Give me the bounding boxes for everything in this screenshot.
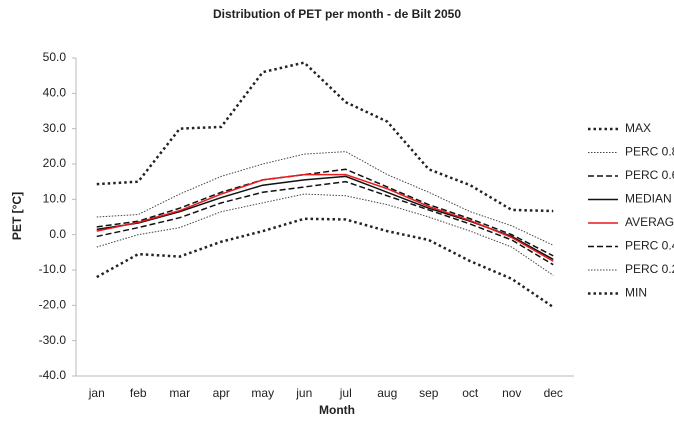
x-axis-label: Month xyxy=(319,403,355,417)
series-line xyxy=(96,193,554,276)
legend-label: PERC 0.4 xyxy=(625,239,674,253)
x-tick-label: dec xyxy=(544,386,563,400)
x-tick-label: sep xyxy=(419,386,439,400)
x-tick-label: jan xyxy=(88,386,105,400)
series-line xyxy=(96,175,554,261)
y-axis-label: PET [°C] xyxy=(10,192,24,240)
x-tick-label: aug xyxy=(377,386,397,400)
x-tick-label: apr xyxy=(213,386,230,400)
series-line xyxy=(96,173,554,262)
y-tick-label: 40.0 xyxy=(43,86,67,100)
series-line xyxy=(96,217,554,309)
series-line xyxy=(96,151,554,246)
y-tick-label: -40.0 xyxy=(39,368,67,382)
x-tick-label: feb xyxy=(130,386,147,400)
y-tick-label: 20.0 xyxy=(43,156,67,170)
series-line xyxy=(96,61,554,213)
x-tick-label: nov xyxy=(502,386,521,400)
y-tick-label: 30.0 xyxy=(43,121,67,135)
legend-label: PERC 0.2 xyxy=(625,262,674,276)
legend-label: MEDIAN xyxy=(625,192,672,206)
x-tick-label: mar xyxy=(169,386,190,400)
y-tick-label: 0.0 xyxy=(49,227,66,241)
x-tick-label: oct xyxy=(462,386,479,400)
legend-label: PERC 0.6 xyxy=(625,168,674,182)
series-line xyxy=(96,168,554,257)
y-tick-label: 50.0 xyxy=(43,50,67,64)
y-tick-label: -20.0 xyxy=(39,298,67,312)
y-tick-label: -10.0 xyxy=(39,262,67,276)
legend-label: MAX xyxy=(625,121,651,135)
legend-label: MIN xyxy=(625,286,647,300)
y-tick-label: 10.0 xyxy=(43,192,67,206)
y-tick-label: -30.0 xyxy=(39,333,67,347)
series-line xyxy=(96,180,554,266)
chart-title: Distribution of PET per month - de Bilt … xyxy=(213,7,461,21)
legend-label: AVERAGE xyxy=(625,215,674,229)
x-tick-label: jun xyxy=(295,386,312,400)
x-tick-label: jul xyxy=(339,386,352,400)
legend-label: PERC 0.8 xyxy=(625,145,674,159)
x-tick-label: may xyxy=(251,386,274,400)
